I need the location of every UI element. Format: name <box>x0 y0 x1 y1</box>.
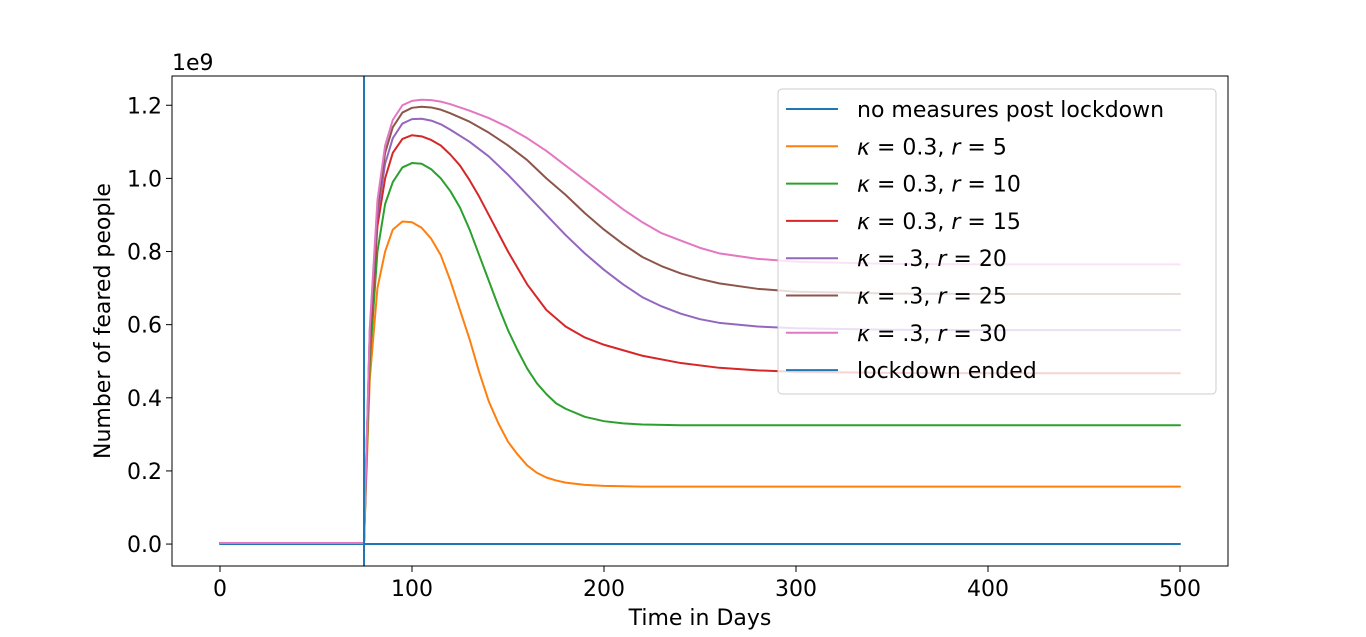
legend-label-part: κ <box>857 247 870 272</box>
legend-label-part: κ <box>857 285 870 310</box>
legend-label: lockdown ended <box>857 359 1037 384</box>
x-tick-label: 200 <box>583 577 625 602</box>
legend-label-part: r <box>937 322 948 347</box>
legend-label-part: r <box>951 210 962 235</box>
x-tick-label: 400 <box>967 577 1009 602</box>
legend-box <box>777 88 1217 395</box>
legend-label-part: = 0.3, <box>870 210 951 235</box>
series-layer <box>219 76 1181 566</box>
x-tick-label: 500 <box>1159 577 1201 602</box>
series-line-4 <box>219 117 1181 544</box>
legend-label-part: = .3, <box>870 285 937 310</box>
legend-label: no measures post lockdown <box>857 98 1164 123</box>
axes: 0 100 200 300 400 500 0.0 0.2 0.4 0.6 0.8 1.0 1.2 1e9… <box>91 51 1229 631</box>
x-axis-title: Time in Days <box>628 606 772 631</box>
y-tick-label: 0.0 <box>127 533 162 558</box>
legend-label-part: = 20 <box>946 247 1006 272</box>
y-tick-label: 1.2 <box>127 94 162 119</box>
legend-label-part: r <box>951 173 962 198</box>
legend-label-part: = .3, <box>870 322 937 347</box>
x-tick-label: 0 <box>213 577 227 602</box>
legend-label-part: = 25 <box>946 285 1006 310</box>
legend-label-part: r <box>937 285 948 310</box>
series-line-1 <box>219 220 1181 544</box>
y-tick-label: 1.0 <box>127 167 162 192</box>
legend-label-part: κ <box>857 173 870 198</box>
y-tick-label: 0.4 <box>127 387 162 412</box>
y-tick-label: 0.8 <box>127 241 162 266</box>
x-tick-label: 300 <box>775 577 817 602</box>
legend-label-part: κ <box>857 135 870 160</box>
legend-label: κ = 0.3, r = 10 <box>857 173 1021 198</box>
legend-label: κ = .3, r = 25 <box>857 285 1007 310</box>
legend-label-part: = 0.3, <box>870 173 951 198</box>
y-offset-label: 1e9 <box>172 51 214 76</box>
legend-label: κ = 0.3, r = 15 <box>857 210 1021 235</box>
legend-label-part: = 30 <box>946 322 1006 347</box>
series-line-5 <box>219 105 1181 544</box>
legend-label: κ = 0.3, r = 5 <box>857 135 1007 160</box>
series-line-3 <box>219 134 1181 544</box>
legend-label-part: = 10 <box>960 173 1020 198</box>
plot-frame <box>171 75 1229 567</box>
y-axis-title: Number of feared people <box>91 183 116 459</box>
y-tick-label: 0.2 <box>127 460 162 485</box>
legend-label-part: = 0.3, <box>870 135 951 160</box>
legend-label-part: κ <box>857 210 870 235</box>
x-tick-label: 100 <box>391 577 433 602</box>
legend-label-part: r <box>937 247 948 272</box>
series-line-2 <box>219 162 1181 544</box>
legend-label: κ = .3, r = 20 <box>857 247 1007 272</box>
legend-label-part: = 15 <box>960 210 1020 235</box>
legend-label-part: = .3, <box>870 247 937 272</box>
y-tick-label: 0.6 <box>127 314 162 339</box>
legend-label: κ = .3, r = 30 <box>857 322 1007 347</box>
series-line-6 <box>219 98 1181 544</box>
legend-label-part: = 5 <box>960 135 1006 160</box>
legend-label-part: r <box>951 135 962 160</box>
legend-label-part: κ <box>857 322 870 347</box>
